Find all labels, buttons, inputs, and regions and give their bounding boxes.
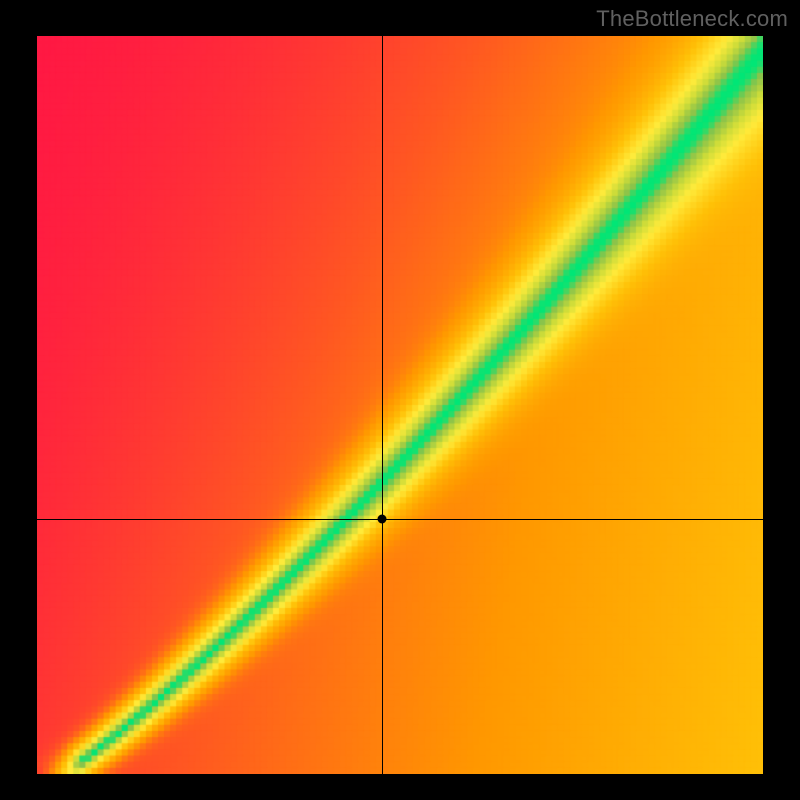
heatmap-plot-frame — [37, 36, 763, 774]
heatmap-canvas — [37, 36, 763, 774]
crosshair-horizontal — [37, 519, 763, 520]
marker-dot — [377, 515, 386, 524]
crosshair-vertical — [382, 36, 383, 774]
watermark-text: TheBottleneck.com — [596, 6, 788, 32]
